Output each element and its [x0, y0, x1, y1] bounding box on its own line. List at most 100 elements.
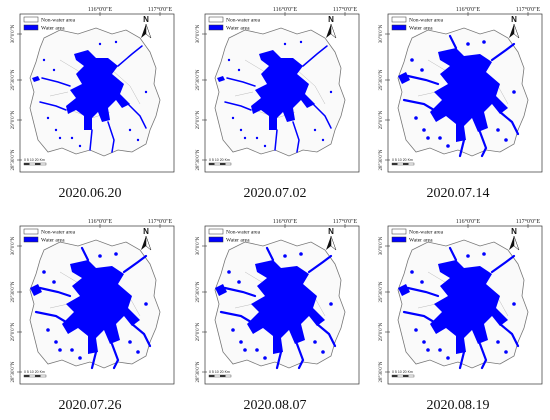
river: [39, 45, 147, 153]
pond: [414, 328, 418, 332]
pond: [114, 252, 118, 256]
map-date: 2020.07.02: [243, 186, 307, 201]
pond: [410, 58, 414, 62]
pond: [114, 40, 118, 44]
legend-nonwater-label: Non-water area: [226, 230, 261, 236]
pond: [504, 350, 508, 354]
pond: [420, 68, 424, 72]
legend-water-swatch: [23, 24, 39, 31]
legend-water-label: Water area: [409, 26, 433, 32]
lat-label: 29°30'0"N: [11, 69, 16, 90]
map-date: 2020.07.26: [58, 398, 122, 413]
pond: [231, 328, 235, 332]
pond: [426, 136, 430, 140]
pond: [227, 270, 231, 274]
map-panel: 116°0'0"E 117°0'0"E 30°0'0"N 29°30'0"N 29°0'…: [185, 0, 365, 205]
north-arrow-icon: [330, 235, 337, 251]
scale-bar-segment: [220, 163, 226, 165]
map-svg: 116°0'0"E 117°0'0"E 30°0'0"N 29°30'0"N 29°0'…: [196, 6, 360, 173]
lon-label: 116°0'0"E: [456, 6, 481, 13]
lat-label: 30°0'0"N: [196, 236, 201, 255]
lon-label: 116°0'0"E: [273, 6, 298, 13]
pond: [283, 42, 287, 46]
legend-water-label: Water area: [41, 238, 65, 244]
scale-bar-label: 0 5 10 20 Km: [392, 158, 413, 162]
pond: [299, 252, 303, 256]
lat-label: 28°30'0"N: [196, 361, 201, 382]
lat-label: 28°30'0"N: [11, 361, 16, 382]
pond: [239, 128, 243, 132]
map-panel: 116°0'0"E 117°0'0"E 30°0'0"N 29°30'0"N 29°0'…: [0, 212, 180, 417]
map-svg: 116°0'0"E 117°0'0"E 30°0'0"N 29°30'0"N 29°0'…: [379, 218, 543, 385]
legend-nonwater-label: Non-water area: [409, 18, 444, 24]
lat-label: 29°0'0"N: [11, 322, 16, 341]
pond: [237, 68, 241, 72]
river: [402, 34, 520, 158]
scale-bar-segment: [35, 163, 41, 165]
map-panel: 116°0'0"E 117°0'0"E 30°0'0"N 29°30'0"N 29°0'…: [368, 0, 548, 205]
pond: [243, 136, 247, 140]
north-arrow-icon: [145, 23, 152, 39]
pond: [98, 254, 102, 258]
pond: [52, 280, 56, 284]
pond: [321, 350, 325, 354]
north-arrow-icon: [513, 235, 520, 251]
scale-bar-label: 0 5 10 20 Km: [209, 158, 230, 162]
pond: [46, 328, 50, 332]
lat-label: 28°30'0"N: [379, 149, 384, 170]
legend-water-label: Water area: [226, 26, 250, 32]
pond: [512, 302, 516, 306]
west-lake: [32, 76, 40, 82]
lat-label: 29°30'0"N: [379, 281, 384, 302]
lat-label: 29°30'0"N: [11, 281, 16, 302]
pond: [98, 42, 102, 46]
pond: [58, 136, 62, 140]
lon-label: 117°0'0"E: [333, 218, 358, 225]
legend-water-swatch: [208, 24, 224, 31]
pond: [54, 128, 58, 132]
pond: [410, 270, 414, 274]
map-svg: 116°0'0"E 117°0'0"E 30°0'0"N 29°30'0"N 29°0'…: [379, 6, 543, 173]
scale-bar-segment: [392, 375, 398, 377]
map-frame: 116°0'0"E 117°0'0"E 30°0'0"N 29°30'0"N 29°0'…: [0, 212, 180, 395]
pond: [144, 302, 148, 306]
map-svg: 116°0'0"E 117°0'0"E 30°0'0"N 29°30'0"N 29°0'…: [196, 218, 360, 385]
lon-label: 117°0'0"E: [148, 218, 173, 225]
lon-label: 116°0'0"E: [456, 218, 481, 225]
north-arrow-icon: [141, 24, 146, 38]
scale-bar-label: 0 5 10 20 Km: [209, 370, 230, 374]
pond: [446, 144, 450, 148]
west-lake: [398, 284, 410, 296]
scale-bar-label: 0 5 10 20 Km: [392, 370, 413, 374]
scale-bar-label: 0 5 10 20 Km: [24, 370, 45, 374]
north-arrow-icon: [141, 236, 146, 250]
lat-label: 30°0'0"N: [196, 24, 201, 43]
lat-label: 30°0'0"N: [379, 236, 384, 255]
legend-water-label: Water area: [226, 238, 250, 244]
pond: [136, 138, 140, 142]
pond: [422, 128, 426, 132]
pond: [70, 348, 74, 352]
lat-label: 29°0'0"N: [379, 322, 384, 341]
pond: [313, 340, 317, 344]
pond: [504, 138, 508, 142]
map-frame: 116°0'0"E 117°0'0"E 30°0'0"N 29°30'0"N 29°0'…: [185, 0, 365, 183]
scale-bar-segment: [35, 375, 41, 377]
map-panel: 116°0'0"E 117°0'0"E 30°0'0"N 29°30'0"N 29°0'…: [368, 212, 548, 417]
lat-label: 30°0'0"N: [11, 236, 16, 255]
legend-water-swatch: [391, 24, 407, 31]
pond: [438, 136, 442, 140]
legend-nonwater-label: Non-water area: [226, 18, 261, 24]
pond: [227, 58, 231, 62]
water-body: [430, 48, 508, 142]
map-date: 2020.08.07: [243, 398, 307, 413]
pond: [128, 128, 132, 132]
pond: [54, 340, 58, 344]
west-lake: [30, 284, 42, 296]
pond: [283, 254, 287, 258]
pond: [446, 356, 450, 360]
lat-label: 30°0'0"N: [379, 24, 384, 43]
map-frame: 116°0'0"E 117°0'0"E 30°0'0"N 29°30'0"N 29°0'…: [368, 212, 548, 395]
scale-bar-segment: [24, 375, 30, 377]
map-panel: 116°0'0"E 117°0'0"E 30°0'0"N 29°30'0"N 29°0'…: [185, 212, 365, 417]
